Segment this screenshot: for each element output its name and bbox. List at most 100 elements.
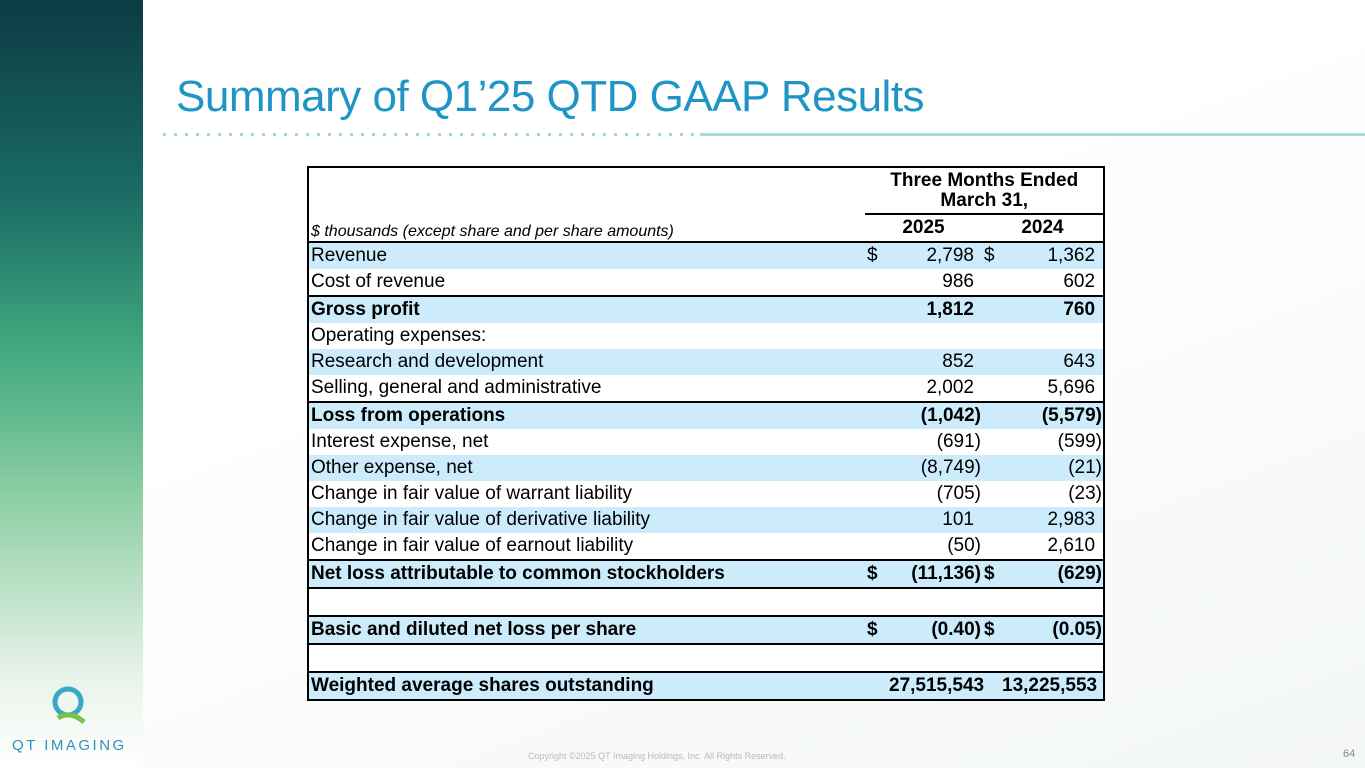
table-row: Change in fair value of warrant liabilit… [308, 481, 1104, 507]
row-label: Selling, general and administrative [308, 375, 865, 403]
currency [865, 402, 887, 429]
currency [865, 349, 887, 375]
row-label: Change in fair value of warrant liabilit… [311, 483, 633, 504]
row-label: Revenue [308, 242, 865, 269]
value-cell: (0.40) [887, 616, 982, 645]
empty-cell [308, 644, 1105, 673]
table-row: Operating expenses: [308, 323, 1104, 349]
row-label: Change in fair value of earnout liabilit… [308, 533, 865, 561]
value-cell [887, 323, 982, 349]
table-row: Interest expense, net (691) (599) [308, 429, 1104, 455]
value-cell: 27,515,543 [887, 672, 984, 700]
value-cell: 101 [887, 507, 982, 533]
currency [865, 323, 887, 349]
currency: $ [982, 560, 1000, 589]
currency: $ [865, 560, 887, 589]
currency [982, 349, 1000, 375]
logo-text: QT IMAGING [12, 737, 127, 754]
header-row: Three Months Ended March 31, [308, 167, 1105, 215]
column-header: 2024 [982, 214, 1105, 243]
value-cell: 602 [1000, 269, 1105, 297]
value-cell: (50) [887, 533, 982, 561]
value-cell: (1,042) [887, 402, 982, 429]
currency: $ [982, 616, 1000, 645]
currency [982, 481, 1000, 507]
value-cell: 2,610 [1000, 533, 1105, 561]
row-label: Gross profit [308, 296, 865, 323]
value-cell: (599) [1057, 431, 1103, 452]
table-row: Research and development 852 643 [308, 349, 1105, 375]
value-cell: 986 [887, 269, 982, 297]
currency [865, 672, 887, 700]
currency [865, 481, 887, 507]
value-cell: (23) [1068, 483, 1103, 504]
value-cell: 2,002 [887, 375, 982, 403]
value-cell: (21) [1000, 455, 1105, 481]
empty-cell [308, 588, 1105, 617]
currency [982, 296, 1000, 323]
side-image [0, 0, 143, 768]
currency [982, 323, 1000, 349]
row-label: Cost of revenue [308, 269, 865, 297]
currency [982, 402, 1000, 429]
currency [865, 455, 887, 481]
currency [982, 375, 1000, 403]
spacer-row [308, 644, 1105, 673]
table-row: Change in fair value of earnout liabilit… [308, 533, 1105, 561]
row-label: Change in fair value of derivative liabi… [308, 507, 865, 533]
value-cell: (0.05) [1000, 616, 1105, 645]
currency: $ [982, 242, 1000, 269]
table-row: Gross profit 1,812 760 [308, 296, 1105, 323]
currency [982, 533, 1000, 561]
financial-table: Three Months Ended March 31, $ thousands… [307, 166, 1106, 701]
row-label: Basic and diluted net loss per share [308, 616, 865, 645]
title-rule [700, 133, 1365, 136]
row-label: Research and development [308, 349, 865, 375]
units-note: $ thousands (except share and per share … [308, 214, 865, 243]
row-label: Interest expense, net [311, 431, 489, 452]
row-label: Net loss attributable to common stockhol… [308, 560, 865, 589]
value-cell: (5,579) [1000, 402, 1105, 429]
column-header: 2025 [865, 214, 982, 243]
period-header: Three Months Ended March 31, [864, 167, 1105, 215]
value-cell: 5,696 [1000, 375, 1105, 403]
table-row: Revenue $2,798 $1,362 [308, 242, 1105, 269]
table-row: Basic and diluted net loss per share $ (0.… [308, 616, 1105, 645]
value-cell: 13,225,553 [1000, 672, 1105, 700]
currency [982, 269, 1000, 297]
currency [865, 269, 887, 297]
currency [982, 672, 1000, 700]
value-cell: (11,136) [887, 560, 982, 589]
value-cell: (691) [936, 431, 981, 452]
currency: $ [865, 616, 887, 645]
value-cell: 2,983 [1000, 507, 1105, 533]
value-cell: 643 [1000, 349, 1105, 375]
currency [865, 375, 887, 403]
value-cell: (705) [936, 483, 981, 504]
row-label: Other expense, net [308, 455, 865, 481]
table-row: Weighted average shares outstanding 27,51… [308, 672, 1105, 700]
table-body: Three Months Ended March 31, $ thousands… [308, 167, 1105, 700]
currency: $ [865, 242, 887, 269]
currency [865, 507, 887, 533]
row-label: Weighted average shares outstanding [308, 672, 865, 700]
value-cell: 2,798 [887, 242, 982, 269]
table-row: Cost of revenue 986 602 [308, 269, 1105, 297]
currency [982, 507, 1000, 533]
value-cell: 852 [887, 349, 982, 375]
value-cell [1000, 323, 1104, 349]
spacer-row [308, 588, 1105, 617]
table-row: Change in fair value of derivative liabi… [308, 507, 1105, 533]
currency [865, 296, 887, 323]
value-cell: 760 [1000, 296, 1105, 323]
table-row: Loss from operations (1,042) (5,579) [308, 402, 1105, 429]
value-cell: (8,749) [887, 455, 982, 481]
currency [865, 429, 887, 455]
logo-mark [52, 686, 86, 724]
header-row: $ thousands (except share and per share … [308, 214, 1105, 243]
row-label: Loss from operations [308, 402, 865, 429]
slide-title: Summary of Q1’25 QTD GAAP Results [176, 72, 925, 121]
currency [982, 455, 1000, 481]
table-row: Other expense, net (8,749) (21) [308, 455, 1105, 481]
